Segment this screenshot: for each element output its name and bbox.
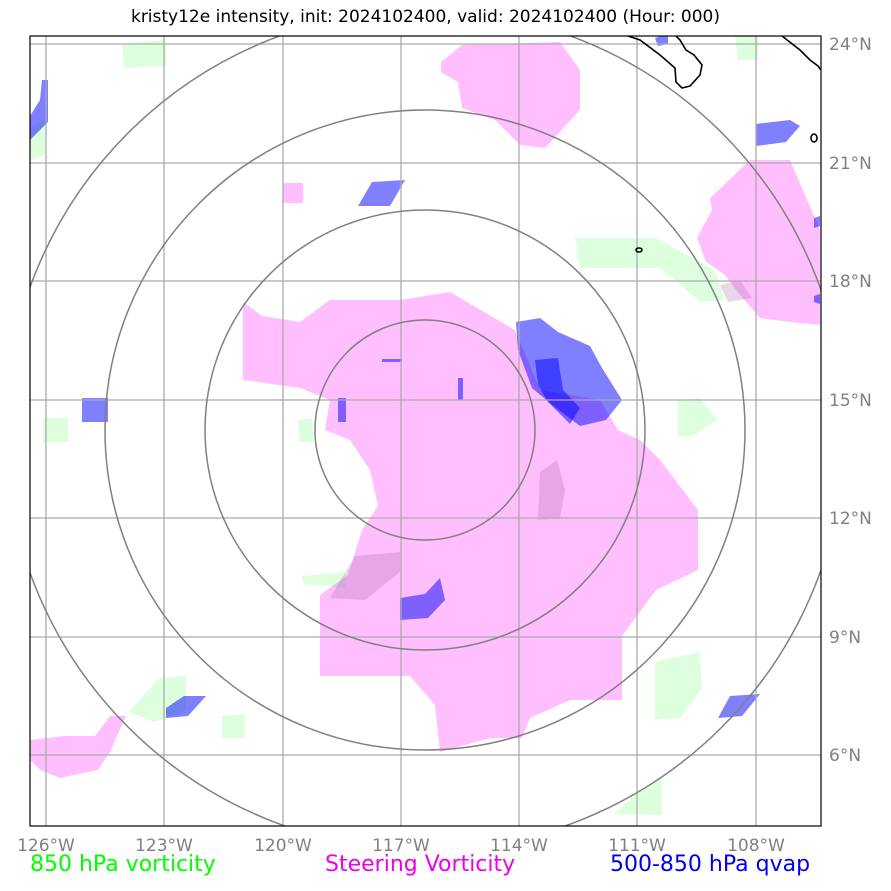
lon-tick-label: 126°W xyxy=(17,836,75,856)
vort850-contours xyxy=(30,36,758,815)
plot-title: kristy12e intensity, init: 2024102400, v… xyxy=(130,7,721,27)
lat-tick-label: 24°N xyxy=(829,35,872,55)
lat-tick-label: 18°N xyxy=(829,272,872,292)
axes-frame xyxy=(29,35,822,827)
range-ring-3 xyxy=(104,109,746,751)
legend-850-vorticity: 850 hPa vorticity xyxy=(30,852,216,877)
qvap-contours xyxy=(30,36,820,718)
lon-tick-labels: 126°W 123°W 120°W 117°W 114°W 111°W 108°… xyxy=(17,836,785,856)
lon-tick-label: 120°W xyxy=(254,836,312,856)
lon-tick-label: 111°W xyxy=(608,836,666,856)
lon-tick-label: 114°W xyxy=(490,836,548,856)
legend-steering-vorticity: Steering Vorticity xyxy=(325,852,516,877)
range-rings xyxy=(30,36,821,826)
lon-tick-label: 108°W xyxy=(727,836,785,856)
range-ring-2 xyxy=(204,209,646,651)
lat-tick-label: 9°N xyxy=(829,628,861,648)
lat-tick-label: 6°N xyxy=(829,746,861,766)
lat-tick-labels: 24°N 21°N 18°N 15°N 12°N 9°N 6°N xyxy=(829,35,872,766)
range-ring-1 xyxy=(314,319,536,541)
lat-tick-label: 15°N xyxy=(829,391,872,411)
overlap-shading xyxy=(330,280,752,600)
coastline xyxy=(627,36,821,253)
lat-tick-label: 12°N xyxy=(829,509,872,529)
lon-tick-label: 123°W xyxy=(135,836,193,856)
legend-qvap: 500-850 hPa qvap xyxy=(610,852,811,877)
lon-tick-label: 117°W xyxy=(372,836,430,856)
lat-tick-label: 21°N xyxy=(829,154,872,174)
gridlines xyxy=(30,36,821,826)
